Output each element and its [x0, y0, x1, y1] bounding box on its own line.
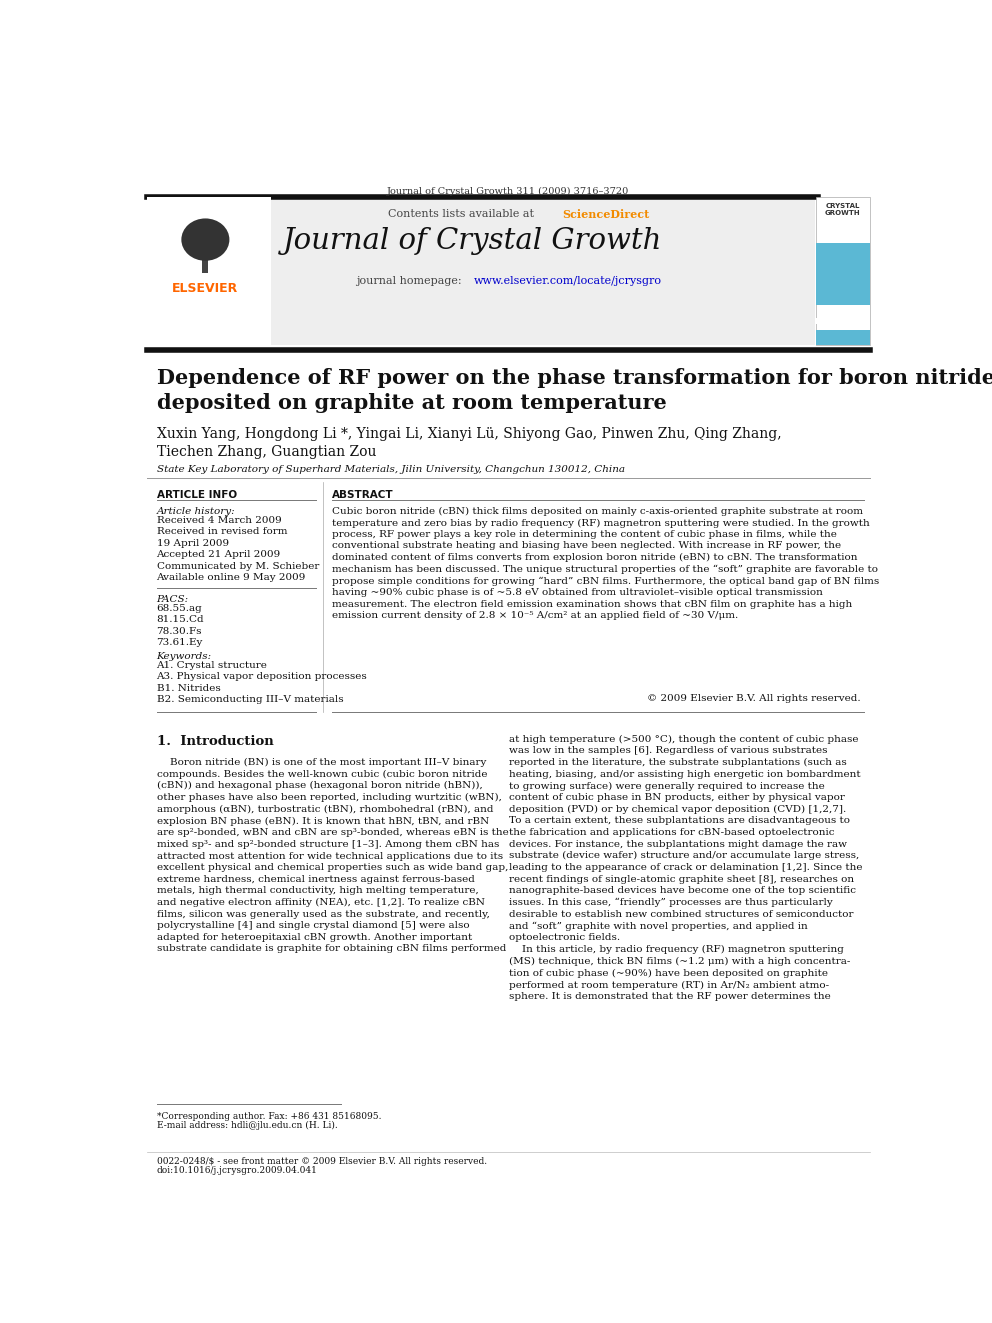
- Text: 0022-0248/$ - see front matter © 2009 Elsevier B.V. All rights reserved.: 0022-0248/$ - see front matter © 2009 El…: [157, 1156, 487, 1166]
- Text: Boron nitride (BN) is one of the most important III–V binary
compounds. Besides : Boron nitride (BN) is one of the most im…: [157, 758, 508, 954]
- Text: 1.  Introduction: 1. Introduction: [157, 734, 274, 747]
- Text: *Corresponding author. Fax: +86 431 85168095.: *Corresponding author. Fax: +86 431 8516…: [157, 1113, 381, 1121]
- Bar: [147, 197, 815, 345]
- Bar: [816, 243, 870, 306]
- Text: Xuxin Yang, Hongdong Li *, Yingai Li, Xianyi Lü, Shiyong Gao, Pinwen Zhu, Qing Z: Xuxin Yang, Hongdong Li *, Yingai Li, Xi…: [157, 427, 781, 459]
- Bar: [816, 329, 870, 345]
- Text: State Key Laboratory of Superhard Materials, Jilin University, Changchun 130012,: State Key Laboratory of Superhard Materi…: [157, 466, 625, 474]
- Text: CRYSTAL: CRYSTAL: [825, 204, 860, 209]
- Ellipse shape: [182, 218, 229, 261]
- Text: www.elsevier.com/locate/jcrysgro: www.elsevier.com/locate/jcrysgro: [474, 275, 663, 286]
- Text: ELSEVIER: ELSEVIER: [173, 282, 238, 295]
- Text: at high temperature (>500 °C), though the content of cubic phase
was low in the : at high temperature (>500 °C), though th…: [509, 734, 863, 1002]
- Text: Cubic boron nitride (cBN) thick films deposited on mainly c-axis-oriented graphi: Cubic boron nitride (cBN) thick films de…: [331, 507, 879, 620]
- Text: journal homepage:: journal homepage:: [356, 275, 465, 286]
- Bar: [202, 251, 207, 273]
- Text: doi:10.1016/j.jcrysgro.2009.04.041: doi:10.1016/j.jcrysgro.2009.04.041: [157, 1166, 317, 1175]
- Text: GROWTH: GROWTH: [824, 209, 860, 216]
- Bar: [816, 318, 870, 324]
- Text: Journal of Crystal Growth: Journal of Crystal Growth: [283, 226, 663, 254]
- Text: PACS:: PACS:: [157, 594, 188, 603]
- Text: 68.55.ag
81.15.Cd
78.30.Fs
73.61.Ey: 68.55.ag 81.15.Cd 78.30.Fs 73.61.Ey: [157, 603, 204, 647]
- Bar: [147, 197, 271, 345]
- Text: ABSTRACT: ABSTRACT: [331, 490, 393, 500]
- Text: Received 4 March 2009
Received in revised form
19 April 2009
Accepted 21 April 2: Received 4 March 2009 Received in revise…: [157, 516, 318, 582]
- Text: E-mail address: hdli@jlu.edu.cn (H. Li).: E-mail address: hdli@jlu.edu.cn (H. Li).: [157, 1122, 337, 1130]
- Text: A1. Crystal structure
A3. Physical vapor deposition processes
B1. Nitrides
B2. S: A1. Crystal structure A3. Physical vapor…: [157, 660, 367, 704]
- Text: Journal of Crystal Growth 311 (2009) 3716–3720: Journal of Crystal Growth 311 (2009) 371…: [387, 187, 630, 196]
- Text: ARTICLE INFO: ARTICLE INFO: [157, 490, 237, 500]
- Text: © 2009 Elsevier B.V. All rights reserved.: © 2009 Elsevier B.V. All rights reserved…: [647, 693, 860, 703]
- Text: Contents lists available at: Contents lists available at: [388, 209, 537, 218]
- Bar: [816, 197, 870, 345]
- Text: ScienceDirect: ScienceDirect: [561, 209, 649, 220]
- Text: Article history:: Article history:: [157, 507, 235, 516]
- Text: Keywords:: Keywords:: [157, 651, 211, 660]
- Text: Dependence of RF power on the phase transformation for boron nitride films
depos: Dependence of RF power on the phase tran…: [157, 368, 992, 413]
